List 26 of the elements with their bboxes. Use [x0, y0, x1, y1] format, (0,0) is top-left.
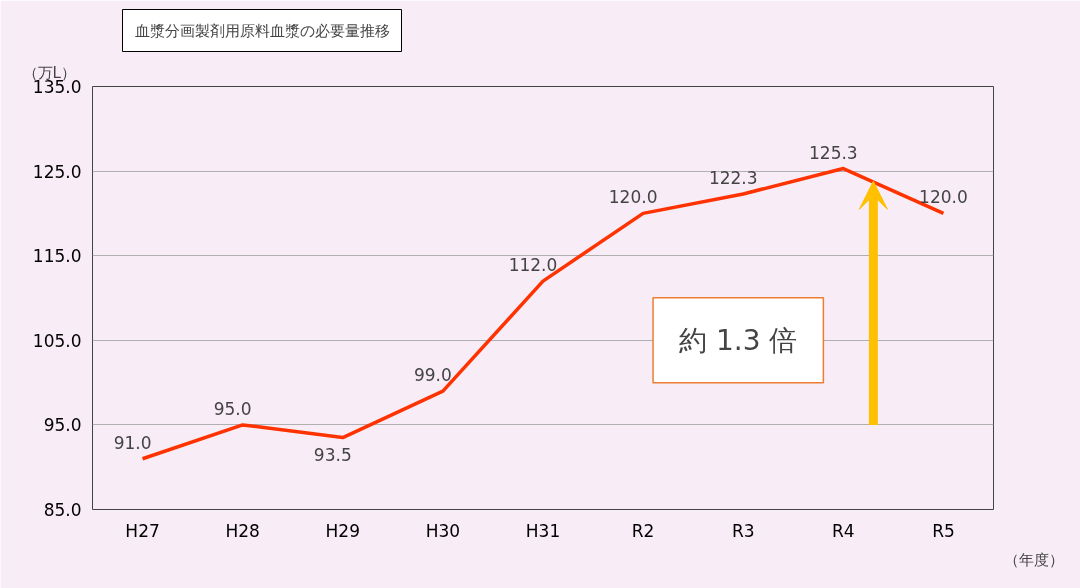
text: 91.0 [113, 432, 152, 453]
x-tick-label: R4 [832, 520, 855, 541]
x-tick-label: H31 [525, 520, 561, 541]
text: 95.0 [213, 398, 252, 419]
y-tick-label: 115.0 [32, 246, 82, 267]
text: 112.0 [508, 255, 558, 276]
x-tick-label: R5 [932, 520, 955, 541]
x-tick-label: R2 [631, 520, 655, 541]
y-tick-label: 125.0 [32, 161, 82, 182]
text: 99.0 [413, 365, 452, 386]
x-tick-label: R3 [731, 520, 755, 541]
text: 93.5 [313, 444, 352, 465]
text: 125.3 [809, 142, 858, 163]
annotation: 約 1.3 倍 [679, 323, 798, 357]
chart-title: 血漿分画製剤用原料血漿の必要量推移 [134, 21, 390, 40]
x-axis-title: （年度） [1003, 550, 1064, 569]
text: 120.0 [608, 187, 658, 208]
y-tick-label: 95.0 [43, 415, 82, 436]
text: 120.0 [919, 187, 968, 208]
text: 122.3 [708, 167, 758, 188]
x-tick-label: H30 [425, 520, 461, 541]
y-tick-label: 105.0 [32, 330, 82, 351]
x-tick-label: H29 [325, 520, 360, 541]
y-tick-label: 85.0 [43, 500, 82, 520]
x-tick-label: H27 [125, 520, 160, 541]
x-tick-label: H28 [225, 520, 260, 541]
